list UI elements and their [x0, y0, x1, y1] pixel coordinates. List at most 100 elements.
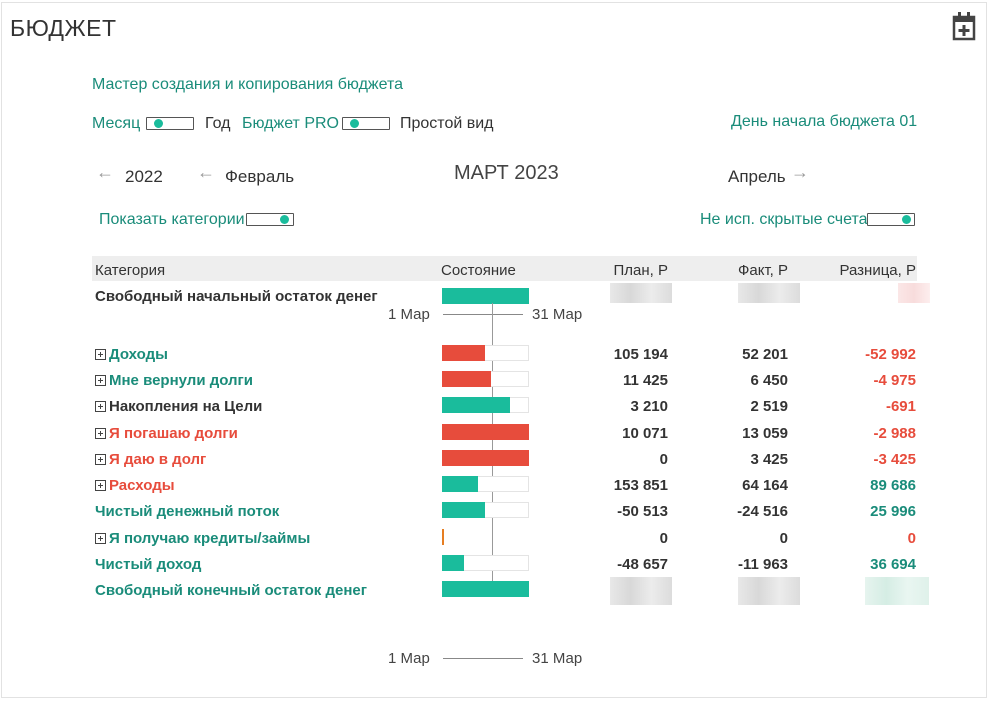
- header-plan: План, Р: [613, 262, 669, 279]
- plan-hidden-value: [610, 283, 672, 303]
- opening-date-end: 31 Мар: [532, 306, 583, 323]
- diff-value: -691: [885, 398, 916, 415]
- diff-value: -3 425: [873, 451, 916, 468]
- table-row[interactable]: Расходы: [95, 477, 175, 494]
- fact-value: 3 425: [750, 451, 788, 468]
- diff-value: 36 694: [870, 556, 916, 573]
- diff-value: -52 992: [865, 346, 916, 363]
- plan-value: 11 425: [622, 372, 668, 389]
- fact-value: 52 201: [742, 346, 788, 363]
- fact-value: 64 164: [742, 477, 788, 494]
- progress-fill: [442, 397, 510, 413]
- closing-balance-label: Свободный конечный остаток денег: [95, 582, 367, 599]
- opening-balance-label: Свободный начальный остаток денег: [95, 288, 378, 305]
- header-fact: Факт, Р: [737, 262, 788, 279]
- prev-month-link[interactable]: Февраль: [225, 167, 295, 186]
- fact-value: -24 516: [737, 503, 788, 520]
- plan-hidden-value: [610, 577, 672, 605]
- simple-view-label: Простой вид: [400, 115, 494, 132]
- table-row[interactable]: Я получаю кредиты/займы: [95, 530, 310, 547]
- toggle-knob: [280, 215, 289, 224]
- arrow-left-icon[interactable]: ←: [197, 162, 215, 182]
- plan-value: -48 657: [617, 556, 668, 573]
- budget-start-day-link[interactable]: День начала бюджета 01: [731, 113, 918, 130]
- expand-icon[interactable]: [95, 401, 106, 412]
- progress-fill: [442, 345, 485, 361]
- diff-value: 89 686: [870, 477, 916, 494]
- footer-date-line: [443, 658, 523, 659]
- footer-date-end: 31 Мар: [532, 650, 583, 667]
- calendar-plus-icon[interactable]: [952, 11, 976, 41]
- header-category: Категория: [95, 262, 166, 279]
- plan-value: 0: [659, 530, 668, 547]
- arrow-left-icon[interactable]: ←: [96, 162, 114, 182]
- diff-value: -2 988: [873, 425, 916, 442]
- plan-value: -50 513: [617, 503, 668, 520]
- progress-fill: [442, 371, 491, 387]
- toggle-knob: [154, 119, 163, 128]
- diff-hidden-value: [865, 577, 929, 605]
- fact-hidden-value: [738, 283, 800, 303]
- next-month-link[interactable]: Апрель: [728, 167, 786, 186]
- opening-balance-bar: [442, 288, 529, 304]
- expand-icon[interactable]: [95, 480, 106, 491]
- fact-value: 6 450: [750, 372, 788, 389]
- budget-mode-toggle[interactable]: [342, 117, 390, 130]
- expand-icon[interactable]: [95, 454, 106, 465]
- progress-fill: [442, 450, 529, 466]
- plan-value: 105 194: [613, 346, 668, 363]
- toggle-knob: [902, 215, 911, 224]
- table-row[interactable]: Накопления на Цели: [95, 398, 262, 415]
- progress-fill: [442, 529, 444, 545]
- diff-value: 25 996: [870, 503, 916, 520]
- progress-fill: [442, 476, 478, 492]
- table-row[interactable]: Мне вернули долги: [95, 372, 253, 389]
- header-diff: Разница, Р: [839, 262, 917, 279]
- current-month: МАРТ 2023: [454, 162, 559, 184]
- fact-hidden-value: [738, 577, 800, 605]
- fact-value: 13 059: [742, 425, 788, 442]
- diff-value: 0: [907, 530, 916, 547]
- diff-hidden-value: [898, 283, 930, 303]
- fact-value: 2 519: [750, 398, 788, 415]
- table-row[interactable]: Я даю в долг: [95, 451, 206, 468]
- table-header: [92, 256, 917, 281]
- plan-value: 3 210: [630, 398, 668, 415]
- hidden-accounts-toggle[interactable]: [867, 213, 915, 226]
- hidden-accounts-label: Не исп. скрытые счета: [700, 211, 868, 228]
- show-categories-label: Показать категории: [99, 211, 245, 228]
- table-row: Чистый доход: [95, 556, 202, 573]
- arrow-right-icon[interactable]: →: [791, 162, 809, 182]
- progress-fill: [442, 424, 529, 440]
- footer-date-start: 1 Мар: [388, 650, 430, 667]
- diff-value: -4 975: [873, 372, 916, 389]
- prev-year-link[interactable]: 2022: [125, 167, 163, 186]
- show-categories-toggle[interactable]: [246, 213, 294, 226]
- page-title: БЮДЖЕТ: [10, 15, 117, 41]
- expand-icon[interactable]: [95, 428, 106, 439]
- month-label: Месяц: [92, 115, 141, 132]
- plan-value: 0: [659, 451, 668, 468]
- today-marker-line: [492, 303, 493, 585]
- budget-wizard-link[interactable]: Мастер создания и копирования бюджета: [92, 76, 404, 93]
- fact-value: -11 963: [737, 556, 788, 573]
- expand-icon[interactable]: [95, 349, 106, 360]
- progress-fill: [442, 555, 464, 571]
- expand-icon[interactable]: [95, 375, 106, 386]
- budget-pro-label: Бюджет PRO: [242, 115, 339, 132]
- year-label: Год: [205, 115, 231, 132]
- table-row: Чистый денежный поток: [95, 503, 280, 520]
- month-year-toggle[interactable]: [146, 117, 194, 130]
- opening-date-start: 1 Мар: [388, 306, 430, 323]
- expand-icon[interactable]: [95, 533, 106, 544]
- table-row[interactable]: Доходы: [95, 346, 168, 363]
- header-state: Состояние: [441, 262, 516, 279]
- date-range-line: [443, 314, 523, 315]
- closing-balance-bar: [442, 581, 529, 597]
- plan-value: 10 071: [622, 425, 668, 442]
- progress-fill: [442, 502, 485, 518]
- table-row[interactable]: Я погашаю долги: [95, 425, 238, 442]
- toggle-knob: [350, 119, 359, 128]
- fact-value: 0: [779, 530, 788, 547]
